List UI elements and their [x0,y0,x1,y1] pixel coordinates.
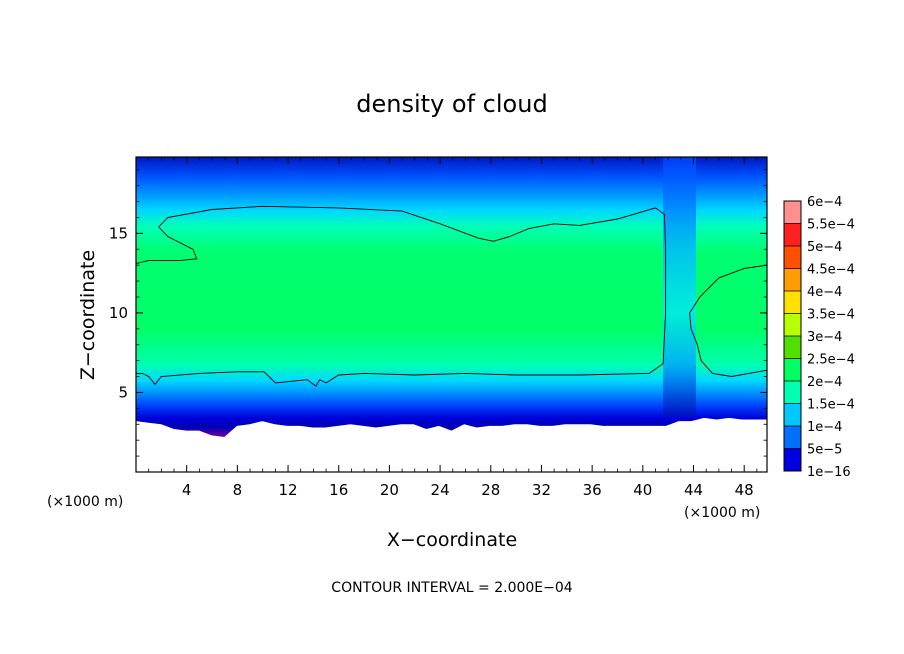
y-tick-label: 5 [118,383,128,401]
x-axis-label: X−coordinate [387,529,517,551]
x-tick-label: 36 [583,481,602,499]
colorbar-band [784,358,801,382]
colorbar-label: 1e−16 [807,465,851,480]
x-tick-label: 40 [633,481,652,499]
colorbar-band [784,426,801,449]
colorbar-label: 3.5e−4 [807,308,855,323]
colorbar-band [784,403,801,427]
x-tick-label: 16 [329,481,348,499]
x-tick-label: 48 [735,481,754,499]
cloud-free-region [136,417,767,472]
colorbar-label: 3e−4 [807,330,842,345]
x-unit-right: (×1000 m) [684,505,760,521]
x-tick-label: 20 [380,481,399,499]
colorbar-band [784,381,801,404]
contour-line-2 [689,264,767,377]
colorbar-band [784,268,801,292]
colorbar-label: 1e−4 [807,420,842,435]
updraft-column [663,157,697,417]
colorbar-band [784,223,801,247]
colorbar-label: 2e−4 [807,375,842,390]
contour-line-1 [136,205,667,387]
x-tick-label: 4 [182,481,192,499]
colorbar-label: 6e−4 [807,195,842,210]
y-tick-label: 15 [109,224,128,242]
x-tick-label: 32 [532,481,551,499]
colorbar-label: 1.5e−4 [807,398,855,413]
colorbar-label: 4e−4 [807,285,842,300]
x-tick-label: 24 [431,481,450,499]
x-tick-label: 28 [481,481,500,499]
x-tick-label: 44 [684,481,703,499]
cloud-density-field [136,157,767,472]
x-unit-left: (×1000 m) [47,494,123,510]
colorbar-band [784,336,801,359]
colorbar: 6e−4 5.5e−4 5e−4 4.5e−4 4e−4 3.5e−4 3e−4 2.5e−4… [783,195,855,480]
colorbar-label: 5e−4 [807,240,842,255]
chart-title: density of cloud [356,90,547,118]
x-tick-label: 12 [279,481,298,499]
colorbar-band [784,448,801,472]
colorbar-band [784,313,801,337]
colorbar-label: 4.5e−4 [807,263,855,278]
colorbar-band [784,291,801,314]
colorbar-label: 5e−5 [807,443,842,458]
colorbar-label: 5.5e−4 [807,218,855,233]
plot-area [136,157,767,472]
y-axis-label: Z−coordinate [77,250,99,380]
contour-interval-note: CONTOUR INTERVAL = 2.000E−04 [331,580,572,596]
colorbar-label: 2.5e−4 [807,353,855,368]
y-tick-label: 10 [109,304,128,322]
colorbar-band [784,246,801,269]
plot-frame [135,156,768,473]
x-tick-label: 8 [233,481,243,499]
colorbar-band [784,201,801,224]
